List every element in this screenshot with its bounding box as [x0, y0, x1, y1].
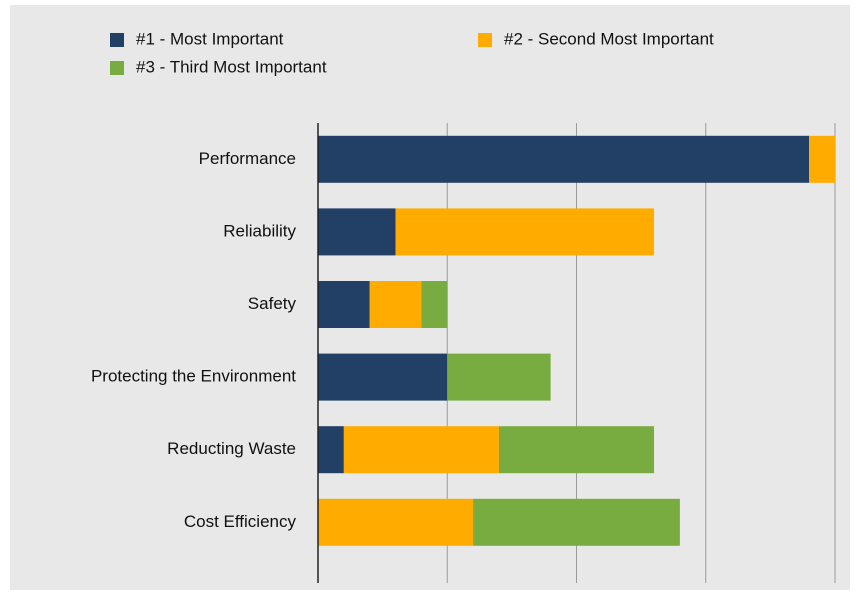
bar — [318, 208, 396, 256]
legend-label: #1 - Most Important — [136, 29, 284, 48]
bar — [395, 208, 655, 256]
bar — [473, 498, 680, 546]
legend-label: #3 - Third Most Important — [136, 57, 327, 76]
bar — [369, 281, 422, 328]
legend-swatch — [110, 61, 124, 75]
bar — [421, 281, 448, 328]
legend-label: #2 - Second Most Important — [504, 29, 714, 48]
bar — [318, 426, 344, 474]
y-tick-label: Reliability — [223, 221, 296, 240]
bar — [318, 281, 370, 328]
bar — [809, 135, 835, 183]
bar — [318, 135, 810, 183]
y-tick-label: Cost Efficiency — [184, 512, 297, 531]
y-tick-label: Reducting Waste — [167, 439, 296, 458]
bar — [318, 498, 474, 546]
y-tick-label: Safety — [248, 294, 297, 313]
bar — [498, 426, 655, 474]
y-tick-label: Performance — [199, 149, 296, 168]
bar — [447, 353, 551, 401]
legend-swatch — [478, 33, 492, 47]
bar — [318, 353, 448, 401]
legend-swatch — [110, 33, 124, 47]
y-tick-label: Protecting the Environment — [91, 367, 296, 386]
bar — [343, 426, 499, 474]
